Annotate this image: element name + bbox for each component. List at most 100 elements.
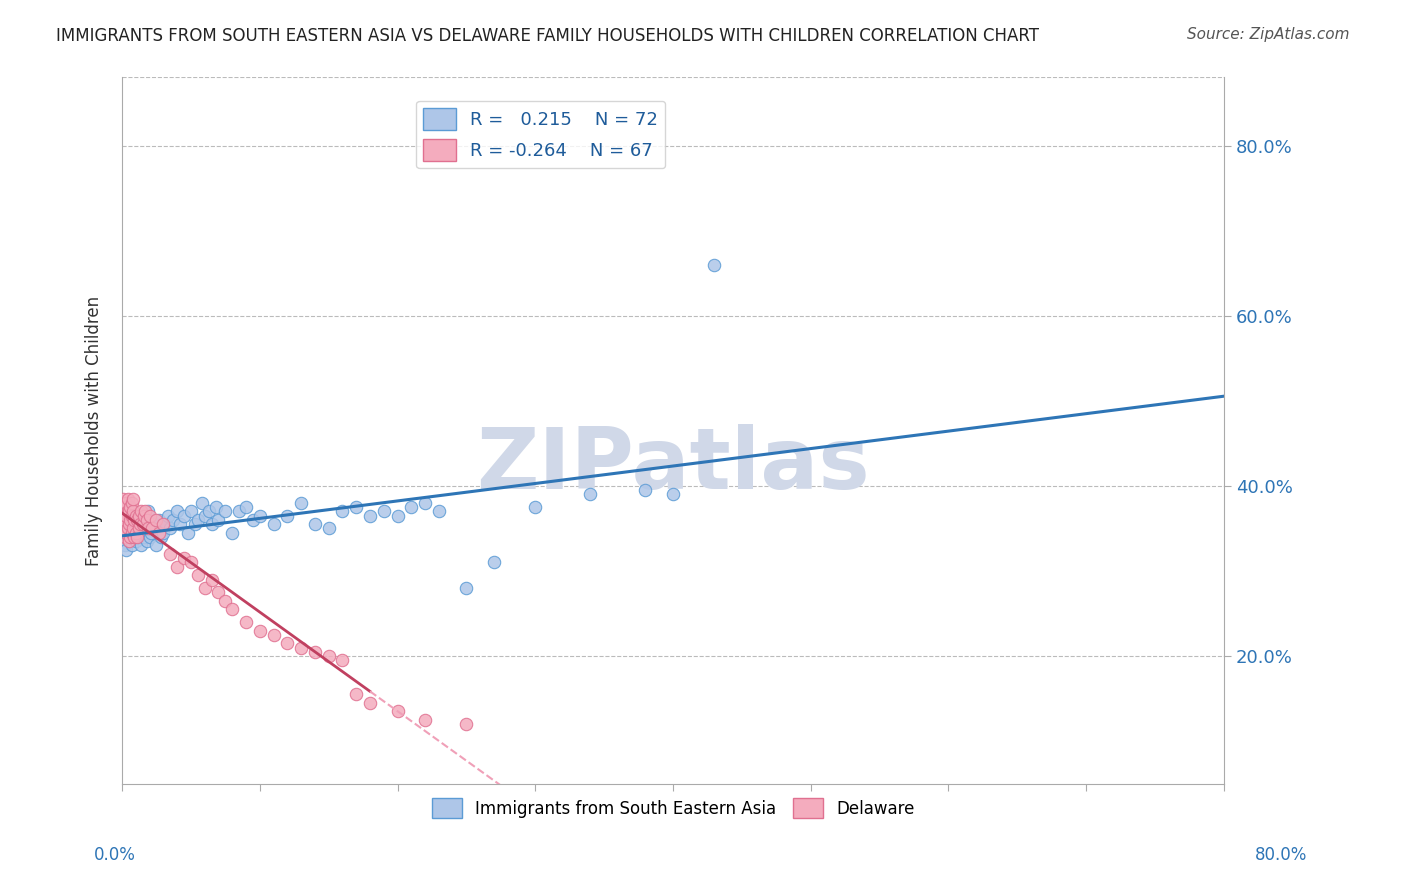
Point bbox=[187, 513, 209, 527]
Point bbox=[173, 508, 195, 523]
Point bbox=[387, 508, 409, 523]
Point bbox=[173, 551, 195, 566]
Point bbox=[152, 525, 174, 540]
Point bbox=[127, 513, 149, 527]
Point bbox=[198, 504, 221, 518]
Point bbox=[125, 534, 148, 549]
Y-axis label: Family Households with Children: Family Households with Children bbox=[86, 295, 103, 566]
Point bbox=[235, 615, 257, 629]
Point bbox=[401, 500, 423, 515]
Point bbox=[155, 517, 177, 532]
Point bbox=[148, 525, 170, 540]
Point bbox=[204, 500, 226, 515]
Point bbox=[191, 496, 214, 510]
Legend: Immigrants from South Eastern Asia, Delaware: Immigrants from South Eastern Asia, Dela… bbox=[425, 791, 921, 825]
Point bbox=[115, 508, 138, 523]
Point bbox=[139, 525, 162, 540]
Point bbox=[304, 517, 326, 532]
Point bbox=[200, 517, 222, 532]
Point bbox=[121, 496, 143, 510]
Point bbox=[117, 504, 139, 518]
Point bbox=[129, 517, 152, 532]
Point bbox=[162, 513, 184, 527]
Point bbox=[177, 525, 200, 540]
Point bbox=[290, 496, 312, 510]
Point bbox=[456, 717, 478, 731]
Point bbox=[135, 534, 157, 549]
Point bbox=[124, 513, 146, 527]
Point bbox=[120, 500, 142, 515]
Point bbox=[276, 508, 298, 523]
Point bbox=[118, 534, 141, 549]
Point bbox=[156, 508, 179, 523]
Point bbox=[145, 513, 167, 527]
Point bbox=[166, 504, 188, 518]
Point bbox=[115, 542, 138, 557]
Point bbox=[131, 539, 153, 553]
Point bbox=[318, 521, 340, 535]
Point bbox=[132, 508, 155, 523]
Point bbox=[128, 508, 150, 523]
Point bbox=[456, 581, 478, 595]
Point bbox=[263, 517, 285, 532]
Point bbox=[263, 628, 285, 642]
Point bbox=[131, 504, 153, 518]
Point bbox=[344, 687, 367, 701]
Point bbox=[141, 521, 163, 535]
Text: ZIPatlas: ZIPatlas bbox=[477, 425, 870, 508]
Point bbox=[149, 530, 172, 544]
Point bbox=[118, 517, 141, 532]
Point bbox=[221, 602, 243, 616]
Point bbox=[128, 530, 150, 544]
Point bbox=[290, 640, 312, 655]
Text: IMMIGRANTS FROM SOUTH EASTERN ASIA VS DELAWARE FAMILY HOUSEHOLDS WITH CHILDREN C: IMMIGRANTS FROM SOUTH EASTERN ASIA VS DE… bbox=[56, 27, 1039, 45]
Point bbox=[120, 530, 142, 544]
Point bbox=[129, 517, 152, 532]
Point bbox=[214, 594, 236, 608]
Point bbox=[122, 491, 145, 506]
Point bbox=[120, 513, 142, 527]
Point bbox=[194, 508, 217, 523]
Point bbox=[148, 513, 170, 527]
Point bbox=[332, 653, 354, 667]
Point bbox=[127, 525, 149, 540]
Point bbox=[112, 517, 135, 532]
Point bbox=[166, 559, 188, 574]
Point bbox=[159, 547, 181, 561]
Point bbox=[249, 508, 271, 523]
Point bbox=[136, 504, 159, 518]
Point bbox=[127, 530, 149, 544]
Point bbox=[152, 517, 174, 532]
Point bbox=[200, 573, 222, 587]
Point bbox=[118, 534, 141, 549]
Point bbox=[122, 525, 145, 540]
Point bbox=[187, 568, 209, 582]
Point bbox=[114, 500, 136, 515]
Point bbox=[332, 504, 354, 518]
Point bbox=[122, 517, 145, 532]
Point bbox=[115, 496, 138, 510]
Point bbox=[228, 504, 250, 518]
Point bbox=[112, 491, 135, 506]
Point bbox=[112, 504, 135, 518]
Point bbox=[387, 705, 409, 719]
Point bbox=[132, 530, 155, 544]
Point bbox=[114, 513, 136, 527]
Point bbox=[121, 508, 143, 523]
Point bbox=[413, 713, 436, 727]
Point bbox=[118, 525, 141, 540]
Point bbox=[180, 504, 202, 518]
Point bbox=[115, 525, 138, 540]
Point bbox=[413, 496, 436, 510]
Point bbox=[304, 645, 326, 659]
Point bbox=[138, 508, 160, 523]
Point bbox=[159, 521, 181, 535]
Point bbox=[125, 525, 148, 540]
Point bbox=[117, 491, 139, 506]
Point bbox=[579, 487, 602, 501]
Point bbox=[703, 258, 725, 272]
Point bbox=[482, 556, 505, 570]
Point bbox=[242, 513, 264, 527]
Point bbox=[136, 521, 159, 535]
Point bbox=[427, 504, 450, 518]
